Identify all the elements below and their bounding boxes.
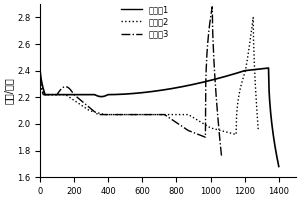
实施例3 <box>210 6 214 8</box>
实施例2 <box>38 72 42 75</box>
Line: 实施例3: 实施例3 <box>40 7 222 157</box>
Legend: 实施例1, 实施例2, 实施例3: 实施例1, 实施例2, 实施例3 <box>121 5 169 39</box>
实施例3 <box>154 113 158 116</box>
实施例1 <box>250 69 253 71</box>
实施例3 <box>38 76 42 79</box>
实施例3 <box>144 113 148 116</box>
Y-axis label: 电压/伏特: 电压/伏特 <box>4 77 14 104</box>
实施例2 <box>56 93 60 96</box>
实施例2 <box>251 16 255 19</box>
实施例1 <box>88 93 91 96</box>
Line: 实施例2: 实施例2 <box>40 17 258 135</box>
实施例2 <box>230 132 234 135</box>
实施例1 <box>277 165 281 168</box>
实施例1 <box>271 131 275 133</box>
实施例1 <box>179 86 182 88</box>
实施例2 <box>81 105 84 107</box>
实施例1 <box>38 63 42 65</box>
实施例2 <box>88 109 91 112</box>
实施例3 <box>95 112 98 115</box>
实施例2 <box>234 133 238 136</box>
实施例2 <box>206 125 210 128</box>
实施例3 <box>174 121 178 123</box>
实施例1 <box>40 79 43 82</box>
实施例3 <box>75 96 79 98</box>
实施例3 <box>160 113 164 116</box>
Line: 实施例1: 实施例1 <box>40 64 279 166</box>
实施例2 <box>256 129 260 132</box>
实施例2 <box>159 113 162 116</box>
实施例3 <box>220 156 224 158</box>
实施例1 <box>136 92 139 94</box>
